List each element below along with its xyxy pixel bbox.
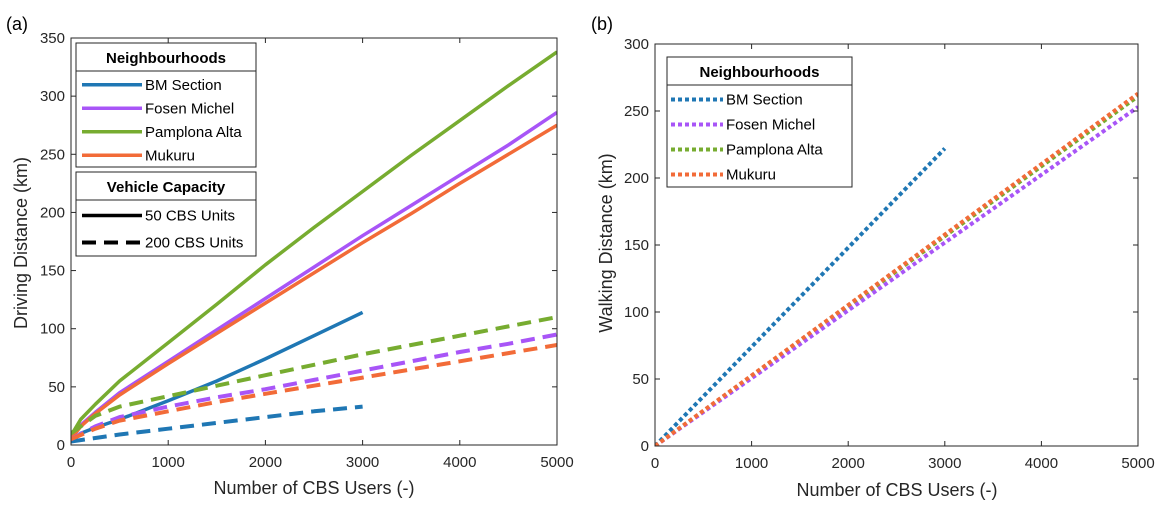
series-line-bm-section-200-cbs-units [71, 404, 363, 444]
panel-b-series [655, 91, 1138, 446]
series-line-pamplona-alta-200-cbs-units [71, 315, 557, 436]
y-tick-label: 150 [40, 263, 65, 280]
legend-neighbourhoods: Neighbourhoods BM Section Fosen Michel Pamp… [666, 56, 853, 188]
legend-vehicle-capacity: Vehicle Capacity 50 CBS Units 200 CBS Unit… [75, 171, 257, 257]
y-tick-label: 350 [40, 30, 65, 47]
legend-entry-mukuru: Mukuru [726, 167, 776, 184]
x-tick-label: 4000 [1025, 455, 1058, 472]
x-tick-label: 4000 [443, 454, 476, 471]
panel-b-xlabel: Number of CBS Users (-) [796, 480, 997, 500]
legend-entry-fosen-michel: Fosen Michel [145, 100, 234, 117]
legend-box [75, 42, 257, 168]
panel-a: (a) 0 1000 2000 3000 4000 5000 0 50 100 150 200 250… [6, 14, 574, 498]
legend-title: Neighbourhoods [700, 64, 820, 81]
x-tick-label: 3000 [346, 454, 379, 471]
legend-entry-pamplona-alta: Pamplona Alta [726, 142, 823, 159]
panel-a-ticks: 0 1000 2000 3000 4000 5000 0 50 100 150 200 250 300 3… [40, 30, 574, 471]
panel-b-ticks: 0 1000 2000 3000 4000 5000 0 50 100 150 200 250 300 [624, 36, 1155, 472]
x-tick-label: 1000 [152, 454, 185, 471]
x-tick-label: 3000 [928, 455, 961, 472]
panel-a-label: (a) [6, 14, 28, 34]
series-line-mukuru-50-cbs-units [71, 123, 557, 441]
y-tick-label: 0 [641, 438, 649, 455]
panel-a-ylabel: Driving Distance (km) [11, 157, 31, 329]
legend-entry-bm-section: BM Section [145, 77, 222, 94]
y-tick-label: 50 [48, 379, 65, 396]
panel-b-ylabel: Walking Distance (km) [596, 153, 616, 332]
x-tick-label: 5000 [1121, 455, 1154, 472]
y-tick-label: 200 [40, 204, 65, 221]
legend-title: Neighbourhoods [106, 50, 226, 67]
legend-entry-mukuru: Mukuru [145, 147, 195, 164]
legend-box [666, 56, 853, 188]
legend-entry-200-cbs-units: 200 CBS Units [145, 235, 243, 252]
panel-b-label: (b) [591, 14, 613, 34]
y-tick-label: 200 [624, 170, 649, 187]
panel-b: (b) 0 1000 2000 3000 4000 5000 0 50 100 150 200 250… [591, 14, 1155, 500]
legend-entry-fosen-michel: Fosen Michel [726, 117, 815, 134]
y-tick-label: 50 [632, 371, 649, 388]
x-tick-label: 5000 [540, 454, 573, 471]
y-tick-label: 0 [57, 437, 65, 454]
x-tick-label: 2000 [832, 455, 865, 472]
panel-a-plot-frame [70, 37, 558, 446]
series-line-mukuru [655, 91, 1138, 446]
y-tick-label: 100 [624, 304, 649, 321]
legend-entry-bm-section: BM Section [726, 92, 803, 109]
series-line-bm-section-50-cbs-units [71, 310, 364, 443]
panel-a-legends: Neighbourhoods BM Section Fosen Michel Pamp… [75, 42, 257, 257]
panel-a-series [71, 50, 557, 444]
x-tick-label: 1000 [735, 455, 768, 472]
series-line-pamplona-alta-50-cbs-units [71, 50, 557, 437]
series-line-fosen-michel-200-cbs-units [71, 332, 557, 441]
legend-entry-pamplona-alta: Pamplona Alta [145, 124, 242, 141]
series-line-bm-section [655, 147, 947, 446]
y-tick-label: 250 [40, 146, 65, 163]
series-line-mukuru-200-cbs-units [71, 343, 557, 442]
legend-neighbourhoods: Neighbourhoods BM Section Fosen Michel Pamp… [75, 42, 257, 168]
y-tick-label: 100 [40, 321, 65, 338]
legend-entry-50-cbs-units: 50 CBS Units [145, 208, 235, 225]
y-tick-label: 300 [40, 88, 65, 105]
y-tick-label: 250 [624, 103, 649, 120]
y-tick-label: 150 [624, 237, 649, 254]
x-tick-label: 2000 [249, 454, 282, 471]
x-tick-label: 0 [67, 454, 75, 471]
panel-b-legends: Neighbourhoods BM Section Fosen Michel Pamp… [666, 56, 853, 188]
panel-a-xlabel: Number of CBS Users (-) [213, 478, 414, 498]
x-tick-label: 0 [651, 455, 659, 472]
legend-title: Vehicle Capacity [107, 179, 226, 196]
y-tick-label: 300 [624, 36, 649, 53]
